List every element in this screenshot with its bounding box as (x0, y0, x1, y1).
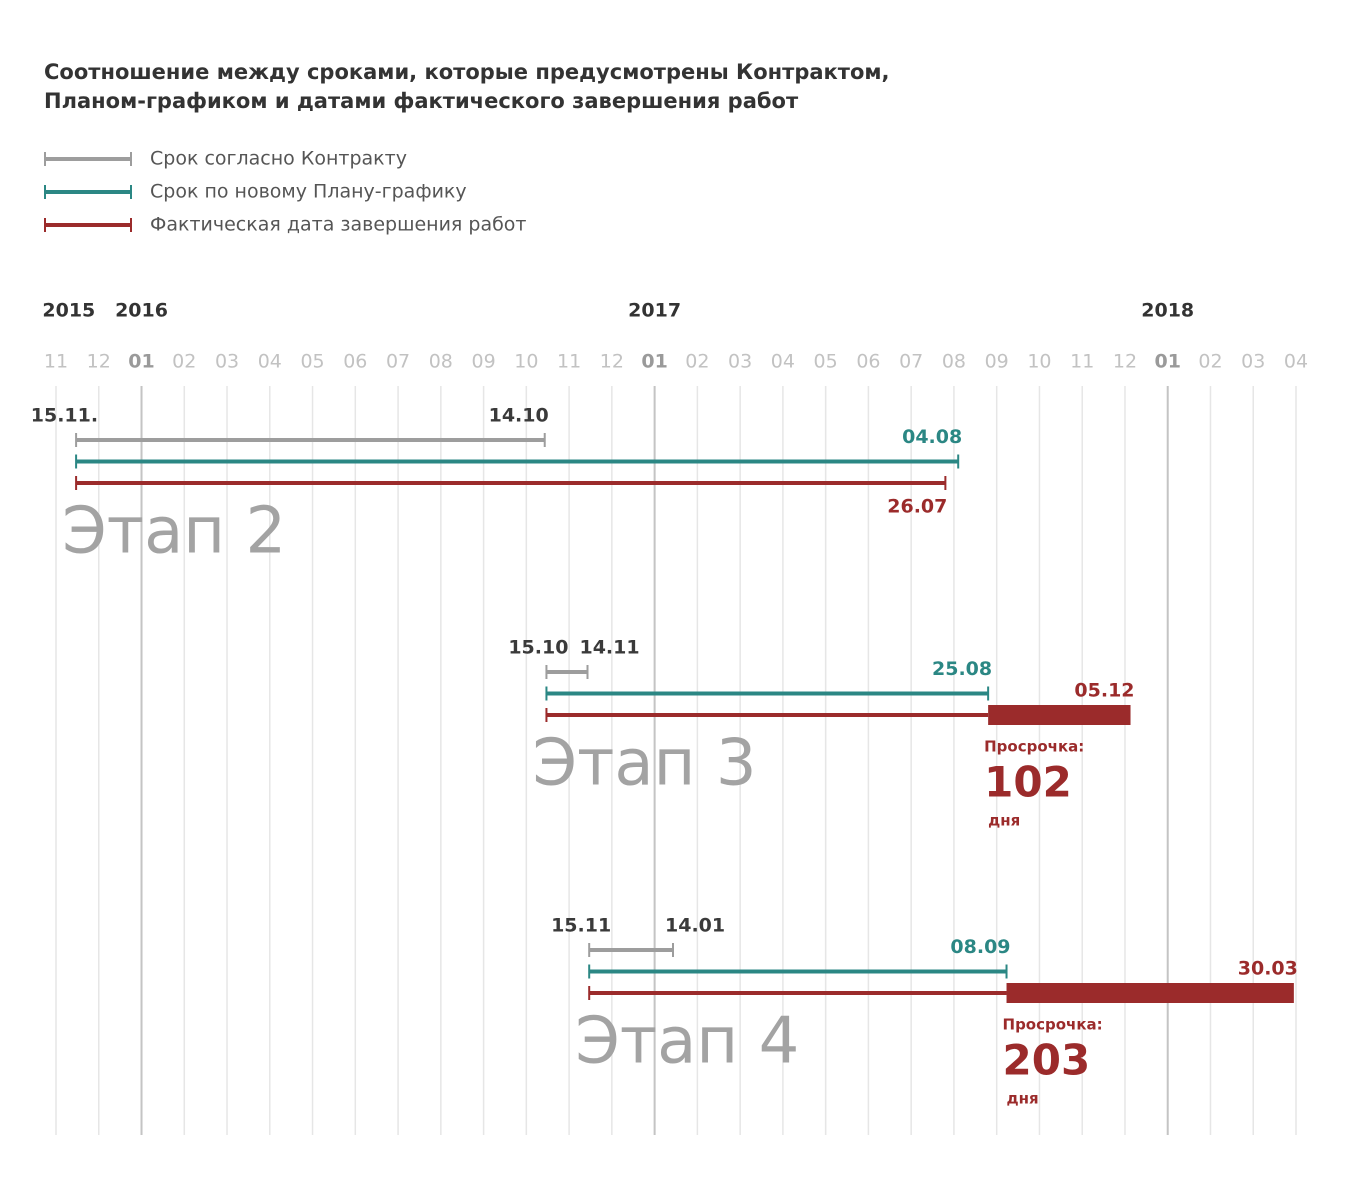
x-tick-label: 08 (429, 351, 453, 373)
x-tick-label: 02 (1198, 351, 1222, 373)
x-tick-label: 01 (641, 351, 667, 373)
x-tick-label: 10 (514, 351, 538, 373)
legend-label: Срок согласно Контракту (150, 148, 407, 170)
date-label: 26.07 (887, 496, 947, 518)
date-label: 30.03 (1238, 958, 1298, 980)
x-tick-label: 09 (985, 351, 1009, 373)
x-tick-label: 05 (300, 351, 324, 373)
x-tick-label: 11 (557, 351, 581, 373)
x-tick-label: 02 (172, 351, 196, 373)
year-label: 2016 (115, 300, 168, 322)
delay-label: Просрочка: (1003, 1016, 1103, 1034)
stage-name: Этап 3 (532, 727, 756, 801)
date-label: 15.11. (31, 405, 98, 427)
x-tick-label: 03 (1241, 351, 1265, 373)
x-tick-label: 06 (343, 351, 367, 373)
delay-label: Просрочка: (984, 738, 1084, 756)
date-label: 25.08 (932, 658, 992, 680)
date-label: 15.10 (508, 637, 568, 659)
chart-title: Соотношение между сроками, которые преду… (44, 60, 890, 84)
x-tick-label: 12 (1113, 351, 1137, 373)
x-tick-label: 06 (856, 351, 880, 373)
delay-bar (988, 705, 1131, 725)
chart-title: Планом-графиком и датами фактического за… (44, 89, 799, 113)
date-label: 05.12 (1074, 680, 1134, 702)
x-tick-label: 03 (215, 351, 239, 373)
x-tick-label: 01 (1154, 351, 1180, 373)
date-label: 14.11 (579, 637, 639, 659)
x-tick-label: 12 (600, 351, 624, 373)
delay-value: 203 (1003, 1036, 1091, 1085)
delay-unit: дня (1007, 1090, 1039, 1108)
x-tick-label: 11 (44, 351, 68, 373)
date-label: 08.09 (950, 936, 1010, 958)
x-tick-label: 03 (728, 351, 752, 373)
date-label: 15.11 (551, 915, 611, 937)
x-tick-label: 01 (128, 351, 154, 373)
x-tick-label: 05 (814, 351, 838, 373)
delay-bar (1006, 983, 1294, 1003)
stage-name: Этап 2 (62, 495, 286, 569)
x-tick-label: 08 (942, 351, 966, 373)
x-tick-label: 04 (1284, 351, 1308, 373)
delay-value: 102 (984, 758, 1072, 807)
x-tick-label: 10 (1027, 351, 1051, 373)
delay-unit: дня (988, 812, 1020, 830)
year-label: 2018 (1141, 300, 1194, 322)
x-tick-label: 12 (87, 351, 111, 373)
legend-label: Срок по новому Плану-графику (150, 181, 467, 203)
date-label: 14.01 (665, 915, 725, 937)
x-tick-label: 04 (258, 351, 282, 373)
x-tick-label: 07 (899, 351, 923, 373)
x-tick-label: 11 (1070, 351, 1094, 373)
legend-label: Фактическая дата завершения работ (150, 214, 527, 236)
x-tick-label: 02 (685, 351, 709, 373)
year-label: 2017 (628, 300, 681, 322)
date-label: 14.10 (489, 405, 549, 427)
year-label: 2015 (42, 300, 95, 322)
date-label: 04.08 (902, 426, 962, 448)
x-tick-label: 04 (771, 351, 795, 373)
stage-name: Этап 4 (575, 1005, 799, 1079)
x-tick-label: 07 (386, 351, 410, 373)
x-tick-label: 09 (471, 351, 495, 373)
